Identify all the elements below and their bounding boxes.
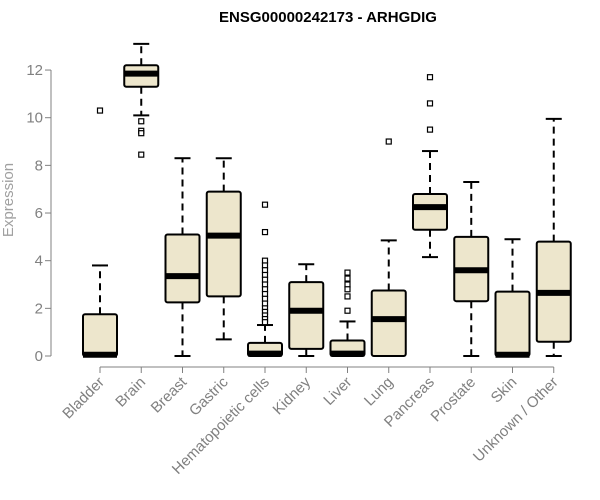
y-tick-label: 4 [35, 253, 43, 270]
outlier-point [344, 293, 351, 300]
outlier-point [261, 319, 269, 326]
box-bladder [82, 107, 118, 358]
outlier-point [426, 126, 434, 133]
box-unknown-other [535, 117, 572, 357]
y-axis-label: Expression [0, 163, 17, 237]
y-tick-label: 2 [35, 300, 43, 317]
x-tick-label: Lung [361, 374, 397, 410]
plot-area [82, 42, 572, 358]
box-breast [164, 157, 201, 357]
box-iqr [494, 290, 531, 357]
box-hematopoietic-cells [247, 201, 283, 357]
x-tick-label: Skin [488, 374, 521, 407]
box-liver [329, 269, 366, 357]
outlier-point [344, 275, 351, 282]
box-pancreas [412, 74, 448, 259]
box-prostate [453, 181, 490, 357]
x-tick-label: Liver [320, 374, 355, 409]
y-axis: 0 2 4 6 8 10 12 [26, 62, 52, 365]
outlier-point [261, 201, 269, 208]
outlier-point [261, 228, 269, 236]
box-gastric [205, 157, 242, 341]
y-tick-label: 0 [35, 348, 43, 365]
y-tick-label: 6 [35, 205, 43, 222]
outlier-point [96, 107, 104, 114]
box-kidney [288, 263, 325, 357]
box-iqr [412, 192, 448, 231]
outlier-point [344, 269, 351, 276]
x-tick-label: Breast [148, 373, 191, 416]
y-tick-label: 10 [26, 110, 43, 127]
outlier-point [385, 138, 392, 145]
outlier-point [138, 130, 145, 137]
outlier-point [138, 118, 145, 125]
x-tick-label: Bladder [59, 374, 108, 423]
x-tick-label: Kidney [270, 373, 315, 418]
outlier-point [138, 151, 145, 158]
box-iqr [164, 233, 201, 304]
outlier-point [344, 286, 351, 293]
box-iqr [205, 190, 242, 298]
y-tick-label: 8 [35, 157, 43, 174]
outlier-point [426, 100, 434, 107]
y-tick-label: 12 [26, 62, 43, 79]
box-brain [123, 42, 160, 158]
x-tick-label: Brain [112, 374, 149, 411]
box-iqr [370, 289, 407, 357]
box-skin [494, 238, 531, 358]
x-tick-label: Prostate [428, 374, 480, 426]
box-iqr [82, 313, 118, 357]
box-lung [370, 138, 407, 357]
outlier-point [426, 74, 434, 81]
chart-title: ENSG00000242173 - ARHGDIG [219, 9, 437, 26]
box-iqr [288, 281, 325, 350]
outlier-point [344, 307, 351, 314]
